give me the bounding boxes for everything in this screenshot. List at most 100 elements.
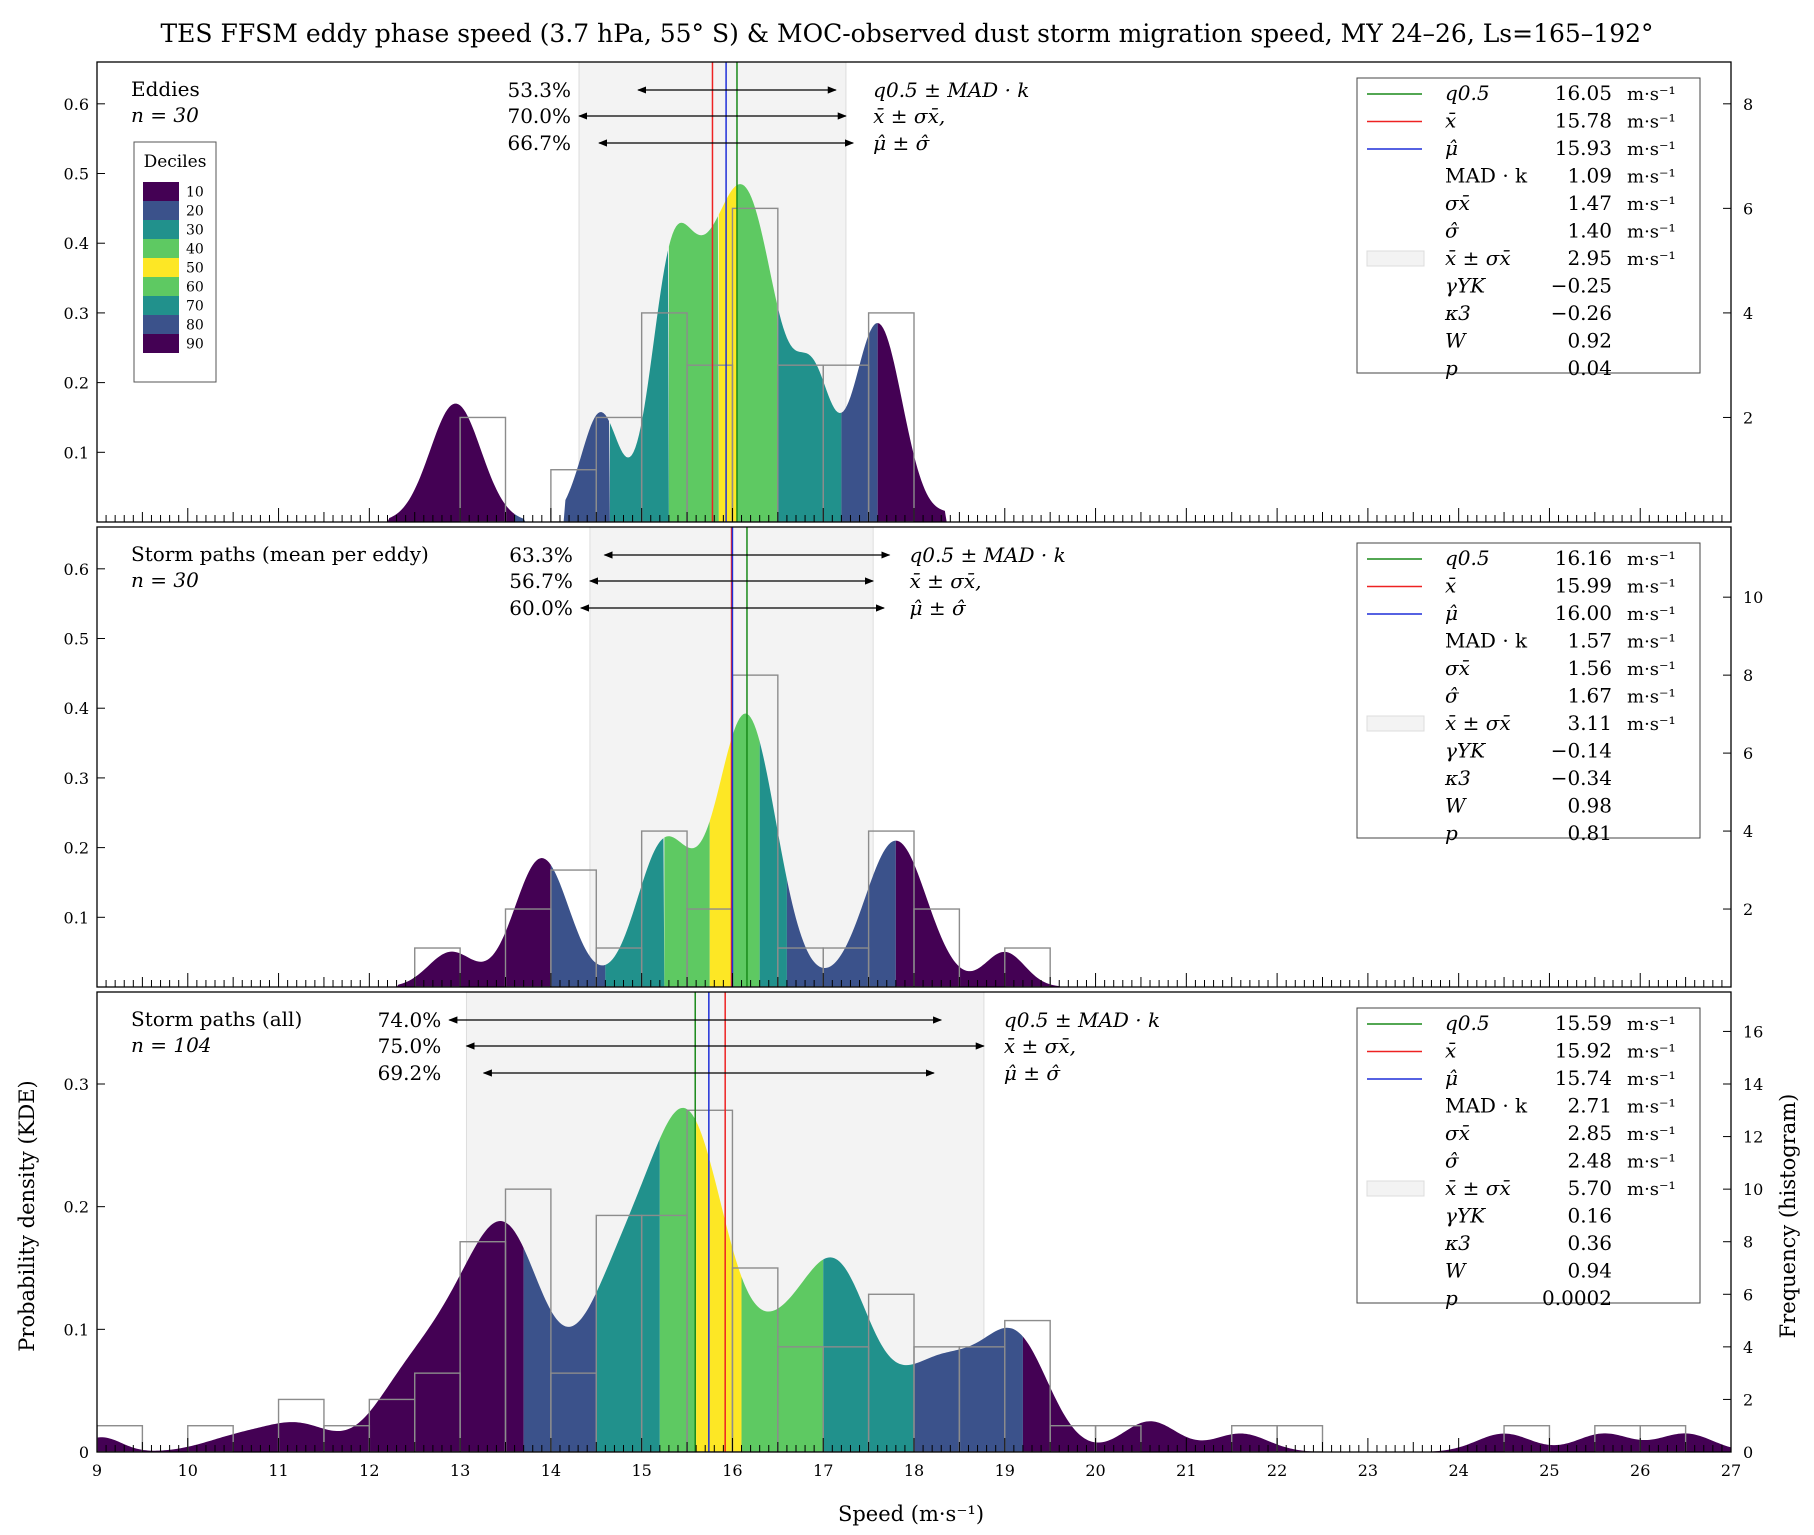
stat-unit: m·s⁻¹ <box>1627 222 1676 243</box>
decile-label: 10 <box>186 185 204 201</box>
decile-label: 70 <box>186 299 204 315</box>
stats-legend-box <box>1356 542 1701 839</box>
stat-value: 15.99 <box>1555 574 1612 598</box>
decile-swatch <box>143 182 179 201</box>
stat-unit: m·s⁻¹ <box>1627 249 1676 270</box>
stat-label: x̄ ± σx̄ <box>1445 246 1511 270</box>
y-tick-label: 0.2 <box>64 374 89 393</box>
decile-swatch <box>143 334 179 353</box>
y-tick-right-label: 4 <box>1743 304 1753 323</box>
stat-value: 1.09 <box>1567 164 1612 188</box>
stat-value: 3.11 <box>1567 711 1612 735</box>
panel-title: Storm paths (all) <box>131 1007 302 1031</box>
stat-label: γYK <box>1445 739 1486 763</box>
stat-value: −0.14 <box>1551 739 1612 763</box>
y-tick-label: 0 <box>79 1443 89 1462</box>
decile-legend: Deciles 10 20 30 40 50 60 70 80 90 <box>133 141 217 383</box>
x-ticks <box>96 1438 1732 1452</box>
stat-label: σ̂ <box>1445 684 1460 708</box>
y-tick-right-label: 8 <box>1743 1233 1753 1252</box>
stat-unit: m·s⁻¹ <box>1627 1097 1676 1118</box>
stat-unit: m·s⁻¹ <box>1627 167 1676 188</box>
x-tick-label: 13 <box>450 1461 470 1480</box>
x-tick-label: 18 <box>904 1461 924 1480</box>
y-tick-label: 0.4 <box>64 699 89 718</box>
stat-label: x̄ <box>1445 1039 1456 1063</box>
stat-label: x̄ ± σx̄ <box>1445 1176 1511 1200</box>
stat-label: W <box>1445 1259 1467 1283</box>
legend-band-swatch <box>1366 715 1425 732</box>
stat-label: W <box>1445 329 1467 353</box>
panel-2: 0.1 0.2 0.3 0.4 0.5 0.6 2 4 6 8 10 Storm paths (mea… <box>64 526 1763 988</box>
stat-value: 0.04 <box>1567 356 1612 380</box>
stat-value: 1.47 <box>1567 191 1612 215</box>
histogram-bar <box>867 312 915 522</box>
stat-value: 2.95 <box>1567 246 1612 270</box>
range-arrow-label: q0.5 ± MAD · k <box>1004 1008 1160 1032</box>
decile-swatch <box>143 258 179 277</box>
decile-swatch <box>143 201 179 220</box>
x-tick-label: 22 <box>1267 1461 1287 1480</box>
panel-n-label: n = 30 <box>131 568 199 592</box>
y-tick-right-label: 2 <box>1743 900 1753 919</box>
stat-label: x̄ ± σx̄ <box>1445 711 1511 735</box>
panel-plot-area <box>97 62 1731 522</box>
y-tick-label: 0.3 <box>64 304 89 323</box>
stat-label: μ̂ <box>1445 1066 1458 1090</box>
stats-legend-box <box>1356 1007 1701 1304</box>
y-tick-label: 0.1 <box>64 908 89 927</box>
y-tick-right-label: 8 <box>1743 95 1753 114</box>
stat-label: q0.5 <box>1445 546 1490 570</box>
y-tick-right-label: 10 <box>1743 1180 1763 1199</box>
stat-label: MAD · k <box>1445 1094 1528 1118</box>
histogram <box>459 207 915 522</box>
decile-label: 90 <box>186 337 204 353</box>
stat-value: 0.0002 <box>1542 1286 1612 1310</box>
range-arrow-label: x̄ ± σx̄, <box>1004 1034 1076 1058</box>
stat-label: p <box>1445 821 1458 845</box>
y-axis-label-left: Probability density (KDE) <box>15 1080 39 1351</box>
decile-label: 50 <box>186 261 204 277</box>
x-ticks <box>96 508 1732 522</box>
stat-value: 0.94 <box>1567 1259 1612 1283</box>
y-tick-label: 0.2 <box>64 1198 89 1217</box>
y-tick-label: 0.5 <box>64 165 89 184</box>
y-tick-right-label: 6 <box>1743 744 1753 763</box>
decile-label: 30 <box>186 223 204 239</box>
kde-decile-2 <box>514 412 610 522</box>
stat-label: q0.5 <box>1445 1011 1490 1035</box>
decile-label: 60 <box>186 280 204 296</box>
stat-unit: m·s⁻¹ <box>1627 84 1676 105</box>
decile-swatch <box>143 296 179 315</box>
kde-decile-10 <box>1022 1336 1731 1452</box>
stat-value: 16.16 <box>1555 546 1612 570</box>
x-tick-label: 11 <box>268 1461 288 1480</box>
range-percentage: 70.0% <box>507 104 571 128</box>
y-tick-label: 0.6 <box>64 560 89 579</box>
stat-value: 0.81 <box>1567 821 1612 845</box>
x-tick-label: 10 <box>178 1461 198 1480</box>
stat-value: 15.92 <box>1555 1039 1612 1063</box>
range-arrow-label: q0.5 ± MAD · k <box>873 78 1029 102</box>
x-tick-label: 26 <box>1630 1461 1650 1480</box>
stat-value: 2.71 <box>1567 1094 1612 1118</box>
stat-value: 15.93 <box>1555 136 1612 160</box>
stat-value: 1.56 <box>1567 656 1612 680</box>
kde-decile-8 <box>841 323 878 522</box>
stat-value: −0.34 <box>1551 766 1612 790</box>
stat-unit: m·s⁻¹ <box>1627 1069 1676 1090</box>
kde-decile-7 <box>741 1259 824 1452</box>
stat-unit: m·s⁻¹ <box>1627 577 1676 598</box>
decile-label: 20 <box>186 204 204 220</box>
y-tick-right-label: 16 <box>1743 1022 1763 1041</box>
y-tick-right-label: 6 <box>1743 1285 1753 1304</box>
y-tick-right-label: 8 <box>1743 666 1753 685</box>
stat-unit: m·s⁻¹ <box>1627 604 1676 625</box>
x-tick-label: 17 <box>813 1461 833 1480</box>
range-arrow-label: q0.5 ± MAD · k <box>909 543 1065 567</box>
stat-label: γYK <box>1445 274 1486 298</box>
stat-value: 0.16 <box>1567 1204 1612 1228</box>
kde-decile-9 <box>914 1327 1023 1452</box>
x-axis-label: Speed (m·s⁻¹) <box>838 1502 984 1526</box>
range-percentage: 75.0% <box>378 1034 442 1058</box>
